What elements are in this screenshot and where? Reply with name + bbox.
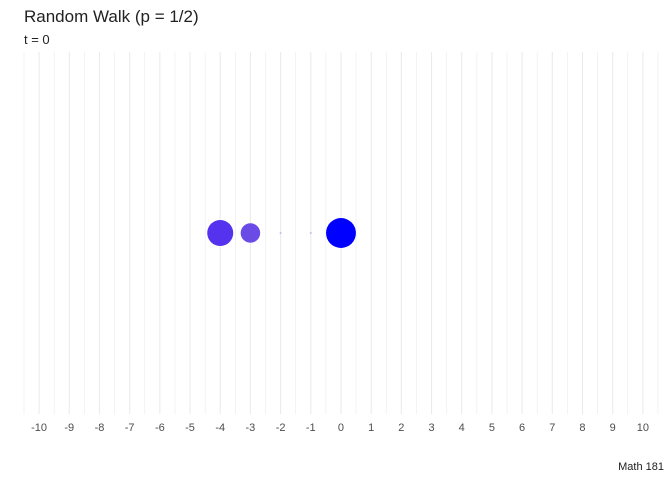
walk-point (207, 220, 234, 246)
walk-point (309, 231, 312, 235)
walk-point (279, 231, 282, 235)
x-tick-label: 6 (519, 422, 525, 434)
x-tick-label: 10 (637, 422, 649, 434)
x-tick-label: -2 (276, 422, 286, 434)
x-tick-label: 3 (428, 422, 434, 434)
x-tick-label: 7 (549, 422, 555, 434)
walk-point (326, 218, 356, 248)
x-tick-label: -9 (64, 422, 74, 434)
x-tick-label: 1 (368, 422, 374, 434)
x-tick-label: 4 (459, 422, 465, 434)
x-tick-label: -8 (95, 422, 105, 434)
x-tick-label: -7 (125, 422, 135, 434)
x-tick-label: 8 (579, 422, 585, 434)
chart-title: Random Walk (p = 1/2) (24, 7, 199, 26)
x-tick-label: 5 (489, 422, 495, 434)
x-tick-label: -1 (306, 422, 316, 434)
x-tick-label: 9 (610, 422, 616, 434)
x-tick-label: -4 (215, 422, 225, 434)
chart-caption: Math 181 (618, 461, 664, 473)
x-tick-label: -10 (31, 422, 47, 434)
x-tick-label: -3 (246, 422, 256, 434)
chart-subtitle: t = 0 (24, 32, 50, 47)
walk-point (240, 223, 261, 243)
x-tick-label: 2 (398, 422, 404, 434)
x-tick-label: -6 (155, 422, 165, 434)
data-points (207, 218, 356, 248)
x-axis-tick-labels: -10 -9 -8 -7 -6 -5 -4 -3 -2 -1 0 1 2 3 4 5 6 7 8 9 10 (31, 422, 649, 434)
x-tick-label: 0 (338, 422, 344, 434)
x-tick-label: -5 (185, 422, 195, 434)
